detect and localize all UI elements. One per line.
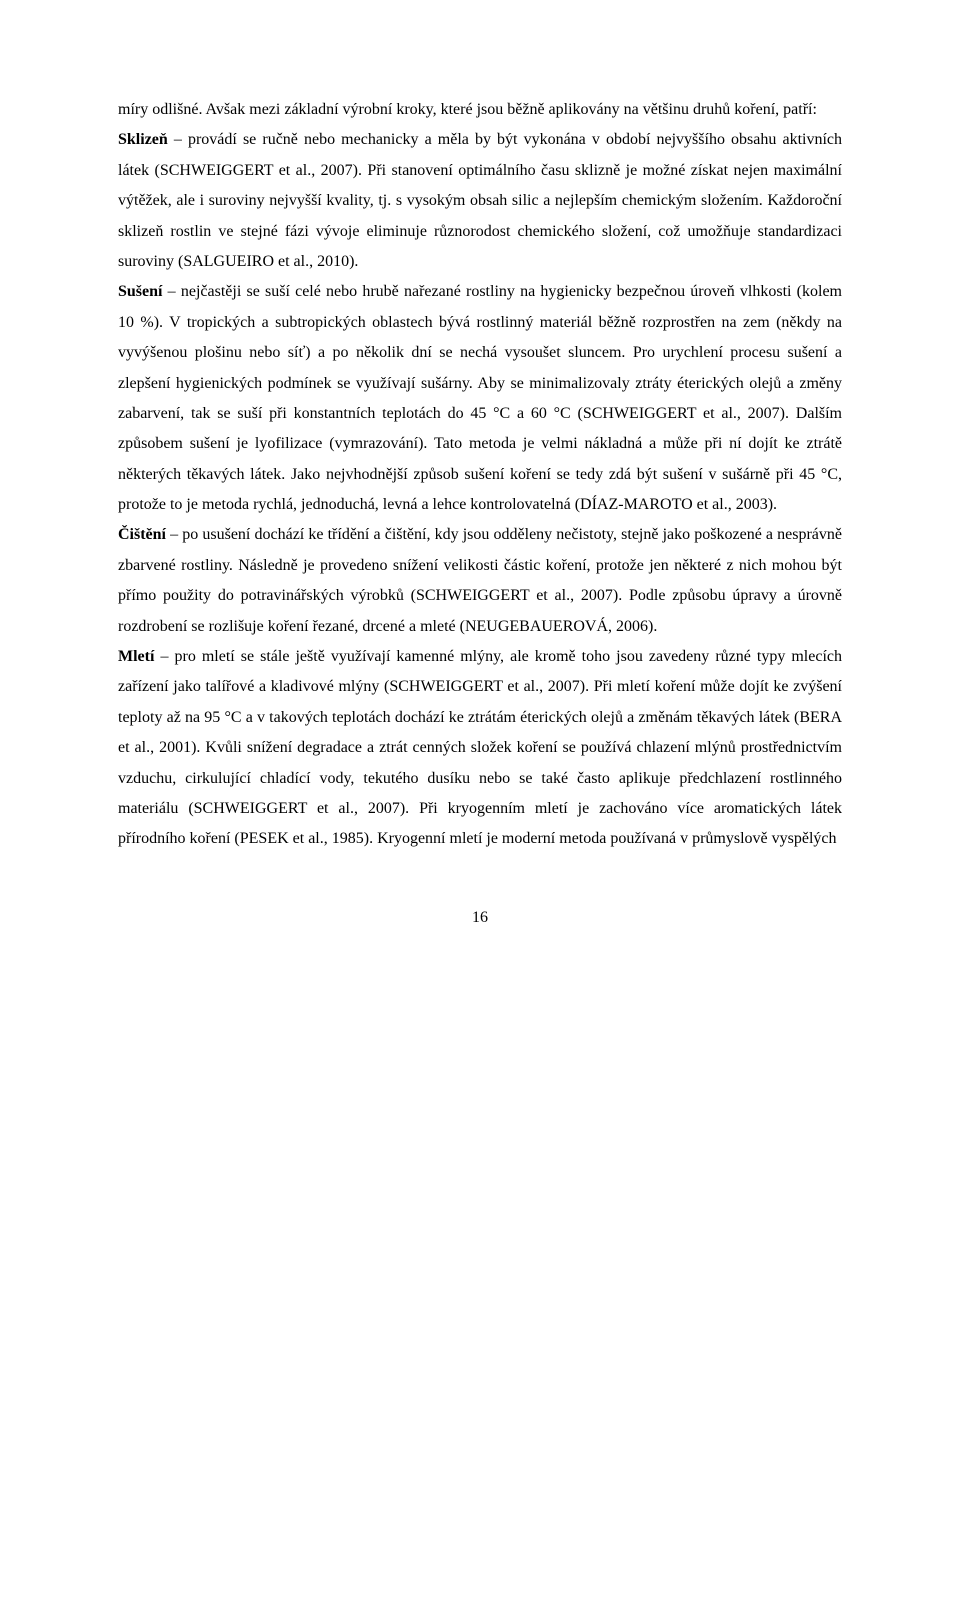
body-paragraph: Mletí – pro mletí se stále ještě využíva… — [118, 642, 842, 855]
section-label-cisteni: Čištění — [118, 526, 166, 543]
body-text: míry odlišné. Avšak mezi základní výrobn… — [118, 101, 817, 118]
body-paragraph: Sklizeň – provádí se ručně nebo mechanic… — [118, 125, 842, 277]
body-paragraph: míry odlišné. Avšak mezi základní výrobn… — [118, 95, 842, 125]
section-label-mleti: Mletí — [118, 648, 154, 665]
body-text: – po usušení dochází ke třídění a čištěn… — [118, 526, 842, 634]
section-label-sklizen: Sklizeň — [118, 131, 168, 148]
document-page: míry odlišné. Avšak mezi základní výrobn… — [0, 0, 960, 993]
body-text: – provádí se ručně nebo mechanicky a měl… — [118, 131, 842, 270]
section-label-suseni: Sušení — [118, 283, 162, 300]
body-paragraph: Sušení – nejčastěji se suší celé nebo hr… — [118, 277, 842, 520]
body-text: – nejčastěji se suší celé nebo hrubě nař… — [118, 283, 842, 513]
body-paragraph: Čištění – po usušení dochází ke třídění … — [118, 520, 842, 642]
page-number: 16 — [118, 903, 842, 933]
body-text: – pro mletí se stále ještě využívají kam… — [118, 648, 842, 847]
